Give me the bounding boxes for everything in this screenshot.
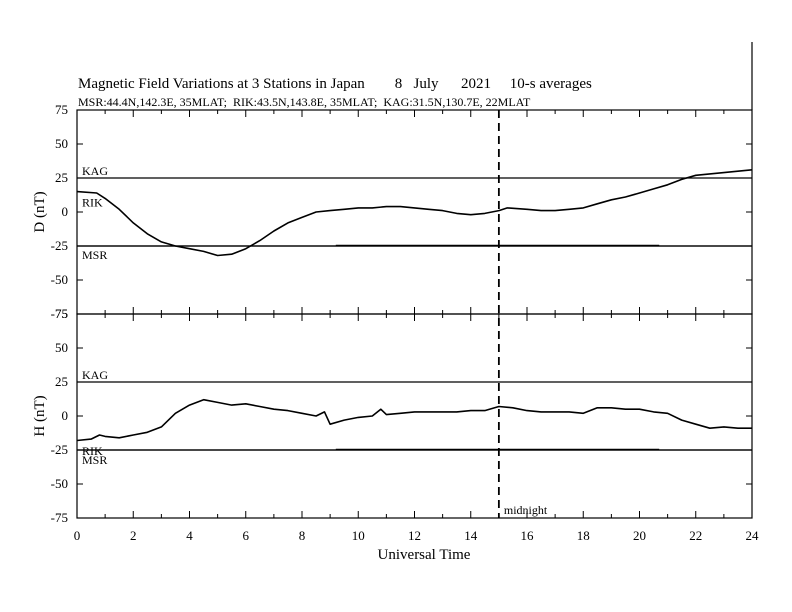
xtick-label-2: 4 xyxy=(186,528,193,543)
panel-1-ytick-label-3: 0 xyxy=(62,408,69,423)
panel-1-frame xyxy=(76,313,753,519)
xtick-label-6: 12 xyxy=(408,528,421,543)
xtick-label-12: 24 xyxy=(746,528,760,543)
panel-0-ref-label-rik: RIK xyxy=(82,196,103,210)
panel-1-ytick-label-6: -75 xyxy=(51,510,68,525)
xtick-label-4: 8 xyxy=(299,528,306,543)
xtick-label-5: 10 xyxy=(352,528,365,543)
panel-0-frame xyxy=(76,109,753,315)
panel-0-ytick-label-3: 0 xyxy=(62,204,69,219)
panel-0-series-rik xyxy=(76,169,753,257)
panel-0-ytick-label-6: -75 xyxy=(51,306,68,321)
panel-1-ytick-label-4: -25 xyxy=(51,442,68,457)
x-axis-label: Universal Time xyxy=(378,547,471,563)
panel-1-ref-label-rik: RIK xyxy=(82,444,103,458)
midnight-label: midnight xyxy=(504,503,548,517)
xtick-label-0: 0 xyxy=(74,528,81,543)
chart-subtitle: MSR:44.4N,142.3E, 35MLAT; RIK:43.5N,143.… xyxy=(78,95,531,109)
xtick-label-11: 22 xyxy=(689,528,702,543)
xtick-label-9: 18 xyxy=(577,528,590,543)
xtick-label-10: 20 xyxy=(633,528,646,543)
panel-1-ref-label-msr: MSR xyxy=(82,453,107,467)
xtick-label-7: 14 xyxy=(464,528,478,543)
panel-0-ylabel: D (nT) xyxy=(32,191,48,232)
panel-0-ref-label-kag: KAG xyxy=(82,164,108,178)
panel-0-ytick-label-2: 25 xyxy=(55,170,68,185)
panel-1-ylabel: H (nT) xyxy=(32,395,48,436)
panel-1-ytick-label-5: -50 xyxy=(51,476,68,491)
panel-0-ref-label-msr: MSR xyxy=(82,248,107,262)
panel-0-ytick-label-5: -50 xyxy=(51,272,68,287)
panel-1-series-rik xyxy=(76,398,752,442)
panel-1-ytick-label-0: 75 xyxy=(55,306,68,321)
xtick-label-1: 2 xyxy=(130,528,137,543)
panel-0-ytick-label-1: 50 xyxy=(55,136,68,151)
xtick-label-8: 16 xyxy=(521,528,535,543)
panel-1-ytick-label-2: 25 xyxy=(55,374,68,389)
panel-0-ytick-label-4: -25 xyxy=(51,238,68,253)
xtick-label-3: 6 xyxy=(243,528,250,543)
chart-title: Magnetic Field Variations at 3 Stations … xyxy=(78,76,592,92)
panel-0-ytick-label-0: 75 xyxy=(55,102,68,117)
panel-1-ref-label-kag: KAG xyxy=(82,368,108,382)
panel-1-ytick-label-1: 50 xyxy=(55,340,68,355)
